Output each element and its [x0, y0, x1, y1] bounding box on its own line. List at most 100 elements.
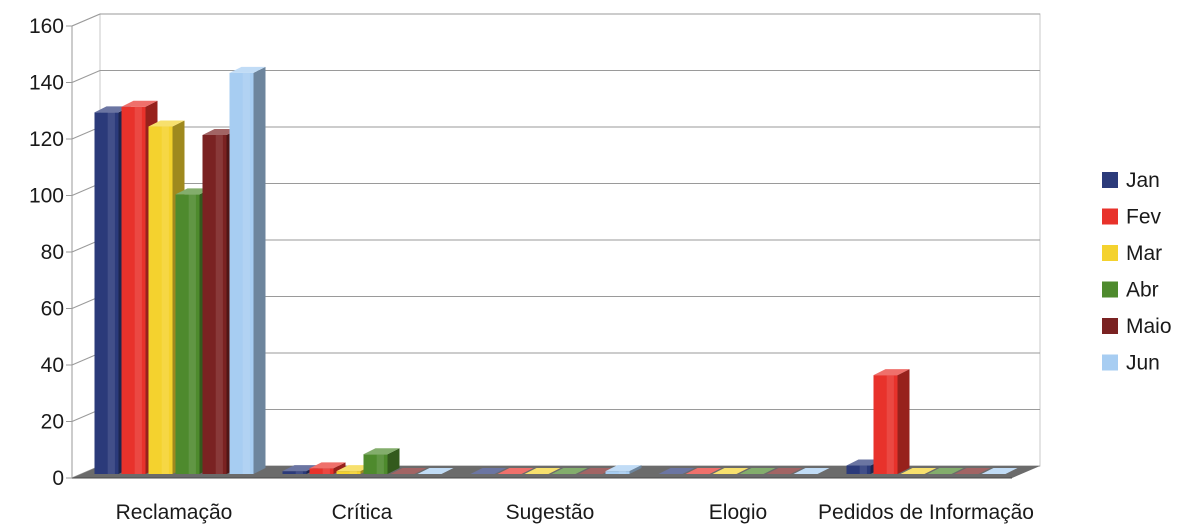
- bar-highlight: [242, 72, 250, 474]
- bar-top: [390, 468, 427, 474]
- x-category-label: Crítica: [332, 501, 393, 524]
- gridline-side: [71, 70, 101, 83]
- bar: [793, 468, 830, 474]
- bar: [954, 468, 991, 474]
- legend-item: Mar: [1102, 242, 1162, 265]
- bar-top: [470, 468, 507, 474]
- bar: [605, 465, 642, 474]
- bar: [739, 468, 776, 474]
- bar: [658, 468, 695, 474]
- bar-top: [148, 120, 185, 127]
- y-tick-label: 120: [29, 128, 64, 151]
- bar-top: [551, 468, 588, 474]
- legend-swatch: [1102, 354, 1118, 371]
- bar-top: [927, 468, 964, 474]
- legend-swatch: [1102, 281, 1118, 298]
- bar-top: [793, 468, 830, 474]
- bar-top: [309, 462, 346, 469]
- bar-top: [524, 468, 561, 474]
- bar-group: [282, 448, 454, 474]
- y-tick-label: 100: [29, 185, 64, 208]
- bar: [470, 468, 507, 474]
- bar-highlight: [134, 106, 142, 474]
- bar-highlight: [215, 135, 223, 474]
- legend-swatch: [1102, 245, 1118, 261]
- bar: [551, 468, 588, 474]
- bar-front: [94, 112, 119, 475]
- x-axis: Reclamação Crítica Sugestão Elogio Pedidos d…: [116, 501, 1034, 524]
- x-category-label: Elogio: [709, 501, 767, 524]
- y-axis: 0 20 40 60 80 100 120 140 160: [29, 15, 73, 490]
- gridline-side: [71, 13, 101, 27]
- bar: [981, 468, 1018, 474]
- bar-top: [605, 465, 642, 472]
- legend-label: Jan: [1126, 169, 1160, 192]
- bar-group: [470, 465, 642, 474]
- legend-item: Jun: [1102, 352, 1160, 375]
- bar: [417, 468, 454, 474]
- legend-item: Abr: [1102, 279, 1159, 302]
- y-tick-label: 60: [41, 298, 64, 321]
- bar-top: [739, 468, 776, 474]
- bar-group: [846, 369, 1018, 474]
- bar-group: [658, 468, 830, 474]
- bar-top: [712, 468, 749, 474]
- bar: [712, 468, 749, 474]
- bar-highlight: [107, 112, 115, 475]
- legend-swatch: [1102, 172, 1118, 188]
- bar-side: [333, 462, 346, 474]
- legend-label: Fev: [1126, 206, 1162, 229]
- bar-top: [363, 448, 400, 455]
- bar-highlight: [376, 454, 384, 474]
- legend-item: Jan: [1102, 169, 1160, 192]
- bar: [900, 468, 937, 474]
- y-tick-label: 0: [52, 467, 64, 490]
- bar-highlight: [886, 375, 894, 474]
- bar: [229, 66, 266, 474]
- legend-item: Maio: [1102, 315, 1172, 338]
- bar-side: [629, 465, 642, 474]
- bar-side: [253, 66, 266, 474]
- bar-top: [121, 100, 158, 107]
- y-tick-label: 140: [29, 72, 64, 95]
- bar-side: [897, 369, 910, 474]
- bar-top: [954, 468, 991, 474]
- bar-highlight: [188, 194, 196, 474]
- bar: [873, 369, 910, 474]
- bar: [390, 468, 427, 474]
- bar-highlight: [161, 126, 169, 475]
- bar-highlight: [859, 465, 867, 474]
- bar: [766, 468, 803, 474]
- bar-top: [658, 468, 695, 474]
- y-tick-label: 160: [29, 15, 64, 38]
- y-tick-label: 20: [41, 411, 64, 434]
- bar-top: [766, 468, 803, 474]
- bar-front: [846, 465, 871, 474]
- bar-front: [336, 471, 361, 474]
- legend: Jan Fev Mar Abr Maio Jun: [1102, 169, 1172, 375]
- bar-top: [685, 468, 722, 474]
- bar-front: [309, 468, 334, 474]
- legend-label: Maio: [1126, 315, 1172, 338]
- bars: [94, 66, 1018, 475]
- legend-swatch: [1102, 208, 1118, 225]
- bar-highlight: [295, 471, 303, 474]
- bar-side: [387, 448, 400, 474]
- y-tick-label: 40: [41, 354, 64, 377]
- bar: [363, 448, 400, 474]
- bar-top: [229, 66, 266, 73]
- bar-top: [900, 468, 937, 474]
- bar-front: [605, 471, 630, 474]
- y-tick-label: 80: [41, 241, 64, 264]
- legend-swatch: [1102, 318, 1118, 334]
- bar: [685, 468, 722, 474]
- bar-highlight: [349, 471, 357, 474]
- x-category-label: Reclamação: [116, 501, 233, 524]
- bar: [524, 468, 561, 474]
- bar: [927, 468, 964, 474]
- bar-top: [873, 369, 910, 376]
- bar-top: [417, 468, 454, 474]
- legend-label: Abr: [1126, 279, 1159, 302]
- bar-highlight: [322, 468, 330, 474]
